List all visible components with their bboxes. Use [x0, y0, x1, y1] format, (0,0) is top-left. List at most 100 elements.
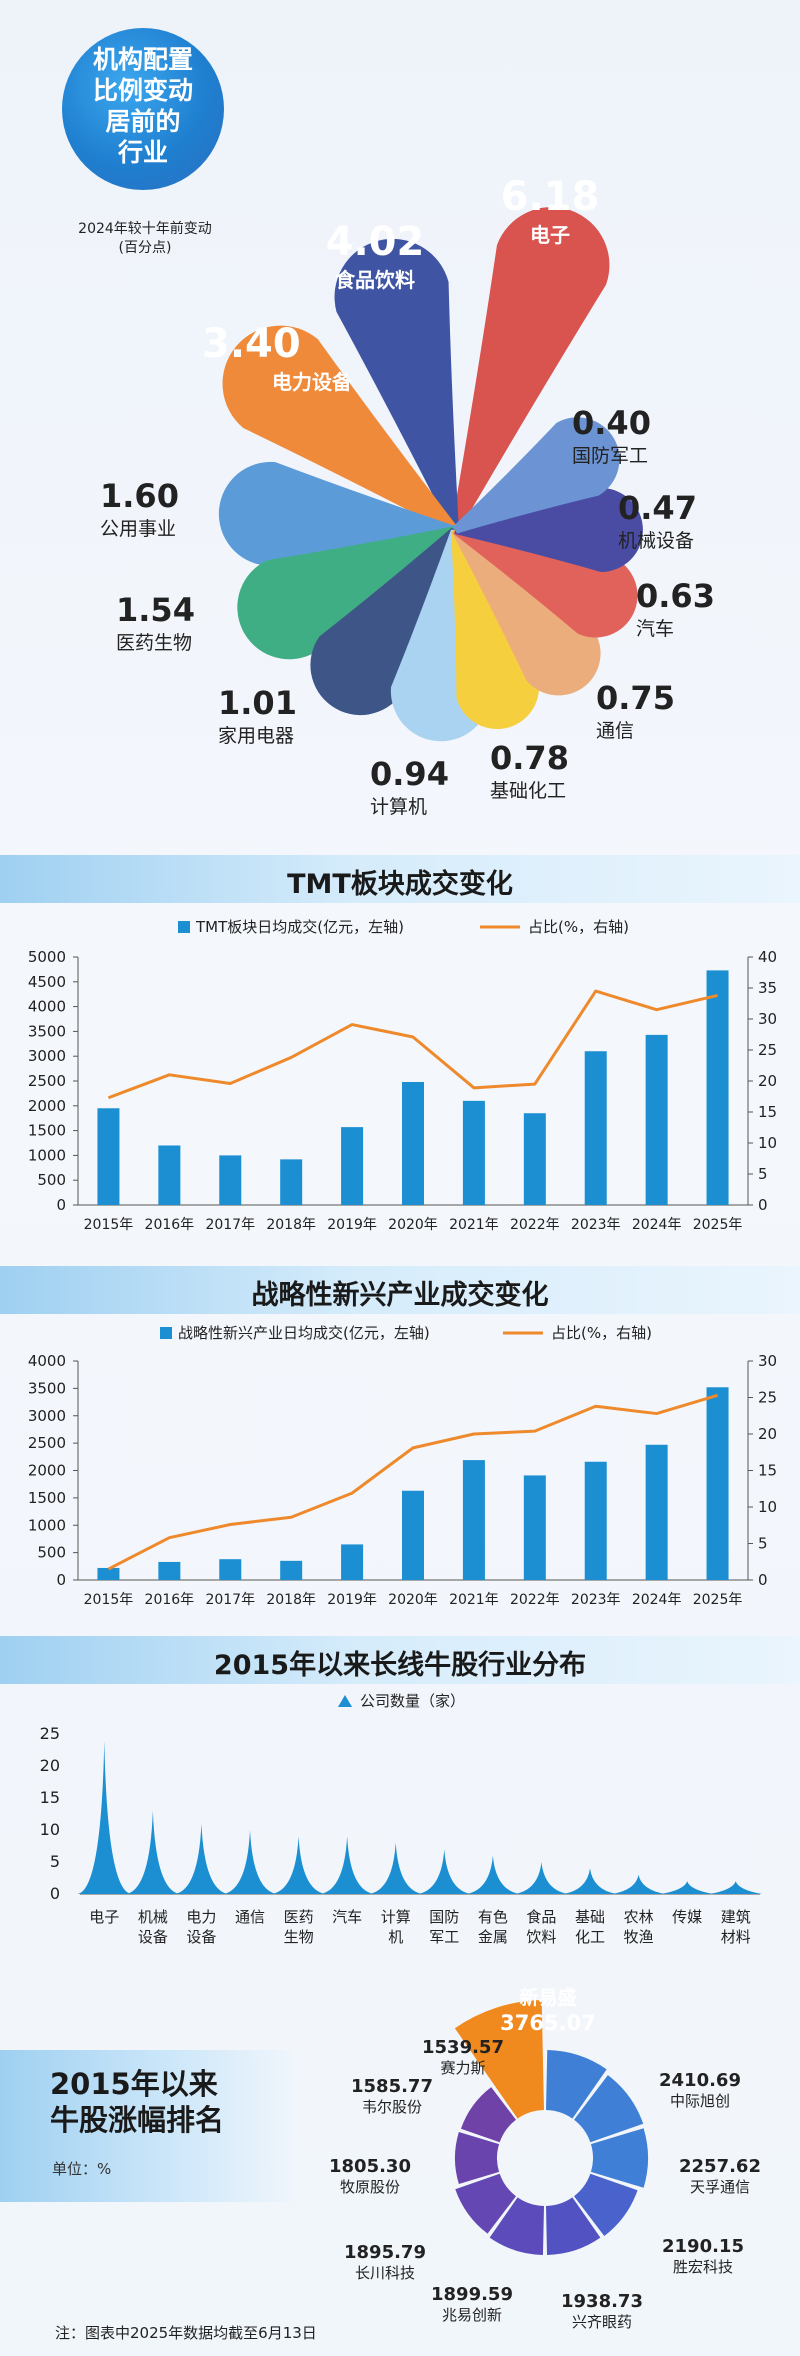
ring-name-label: 中际旭创 — [670, 2092, 730, 2110]
petal-name: 电子 — [530, 223, 570, 247]
x-tick-label: 材料 — [721, 1928, 751, 1946]
ring-name-label: 长川科技 — [355, 2264, 415, 2282]
x-tick-label: 有色 — [478, 1908, 508, 1926]
bar — [158, 1561, 181, 1580]
legend-bar-label: TMT板块日均成交(亿元，左轴) — [195, 918, 404, 936]
ring-segment — [454, 2131, 500, 2185]
bar — [645, 1444, 668, 1580]
ring-value-label: 3765.07 — [500, 2011, 596, 2035]
y-left-tick: 0 — [56, 1196, 66, 1214]
y-right-tick: 0 — [758, 1196, 768, 1214]
bar — [219, 1155, 242, 1205]
x-tick-label: 传媒 — [672, 1908, 702, 1926]
ranking-title: 2015年以来 牛股涨幅排名 — [50, 2066, 224, 2138]
bar — [341, 1544, 364, 1580]
y-left-tick: 5000 — [28, 948, 66, 966]
legend-bar-swatch — [160, 1327, 172, 1339]
bar — [523, 1475, 546, 1580]
y-right-tick: 25 — [758, 1389, 777, 1407]
x-tick-label: 汽车 — [332, 1908, 362, 1926]
x-tick-label: 食品 — [526, 1908, 556, 1926]
header-title-line: 机构配置 — [92, 45, 193, 74]
x-tick-label: 生物 — [284, 1928, 314, 1946]
petal-value: 3.40 — [202, 321, 301, 367]
y-right-tick: 0 — [758, 1571, 768, 1589]
petal-label-jichu: 0.78 基础化工 — [490, 740, 569, 803]
y-tick: 20 — [40, 1756, 60, 1775]
x-tick-label: 2017年 — [205, 1217, 255, 1233]
area-peak — [320, 1836, 374, 1894]
x-tick-label: 2024年 — [632, 1217, 682, 1233]
area-peak — [514, 1862, 569, 1894]
y-left-tick: 2000 — [28, 1462, 66, 1480]
petal-value: 0.63 — [636, 577, 715, 615]
x-tick-label: 2022年 — [510, 1592, 560, 1608]
legend-line-label: 占比(%，右轴) — [528, 918, 629, 936]
y-right-tick: 15 — [758, 1462, 777, 1480]
area-peak — [466, 1855, 520, 1894]
y-right-tick: 35 — [758, 979, 777, 997]
ring-value-label: 2257.62 — [679, 2156, 761, 2177]
y-left-tick: 3500 — [28, 1022, 66, 1040]
petal-4 — [237, 526, 457, 660]
ring-value-label: 1895.79 — [344, 2242, 426, 2263]
subtitle-line: 2024年较十年前变动 — [78, 221, 212, 237]
bar — [97, 1108, 120, 1205]
header-title-line: 居前的 — [105, 107, 181, 136]
ring-segment — [460, 2087, 516, 2143]
petal-label-tongxin: 0.75 通信 — [596, 680, 675, 743]
longbull-title: 2015年以来长线牛股行业分布 — [213, 1650, 587, 1681]
petal-value: 0.75 — [596, 679, 675, 717]
y-left-tick: 4000 — [28, 1352, 66, 1370]
petal-name: 家用电器 — [218, 725, 295, 747]
ring-name-label: 新易盛 — [519, 1986, 576, 2009]
tmt-chart: TMT板块日均成交(亿元，左轴) 占比(%，右轴) 0 500 1000 1500 2000… — [28, 918, 777, 1233]
ring-segment — [546, 2050, 607, 2119]
bar — [462, 1100, 485, 1205]
y-left-tick: 3000 — [28, 1407, 66, 1425]
x-tick-label: 设备 — [138, 1928, 168, 1946]
petal-2 — [222, 325, 458, 534]
ring-segment — [546, 2197, 601, 2255]
x-tick-label: 电子 — [89, 1908, 119, 1926]
petal-value: 1.54 — [116, 591, 195, 629]
bar — [584, 1461, 607, 1580]
y-left-tick: 2500 — [28, 1072, 66, 1090]
y-right-tick: 25 — [758, 1041, 777, 1059]
petal-chart — [218, 207, 643, 742]
x-tick-label: 机械 — [138, 1908, 168, 1926]
ring-value-label: 1899.59 — [431, 2284, 513, 2305]
ring-name-label: 胜宏科技 — [673, 2258, 733, 2276]
bar — [645, 1034, 668, 1205]
x-tick-label: 化工 — [575, 1928, 605, 1946]
y-left-tick: 2000 — [28, 1097, 66, 1115]
petal-name: 医药生物 — [116, 632, 193, 654]
y-right-tick: 30 — [758, 1352, 777, 1370]
x-tick-label: 2019年 — [327, 1592, 377, 1608]
y-right-tick: 10 — [758, 1498, 777, 1516]
x-tick-label: 基础 — [575, 1908, 605, 1926]
bar — [523, 1113, 546, 1205]
ranking-title-line: 2015年以来 — [50, 2067, 218, 2101]
x-tick-label: 2020年 — [388, 1217, 438, 1233]
ranking-title-box — [0, 2050, 300, 2202]
y-left-tick: 4000 — [28, 998, 66, 1016]
ring-name-label: 天孚通信 — [690, 2178, 750, 2196]
petal-5 — [310, 527, 459, 716]
x-tick-label: 2025年 — [693, 1217, 743, 1233]
y-left-tick: 3000 — [28, 1047, 66, 1065]
strategic-chart: 战略性新兴产业日均成交(亿元，左轴) 占比(%，右轴) 0 500 1000 1500 20… — [28, 1324, 777, 1608]
series-line — [107, 989, 718, 1100]
petal-name: 食品饮料 — [335, 268, 415, 292]
area-peak — [417, 1849, 471, 1894]
area-peak — [126, 1810, 180, 1894]
bar — [280, 1560, 303, 1580]
x-tick-label: 机 — [388, 1928, 403, 1946]
strategic-title: 战略性新兴产业成交变化 — [251, 1280, 549, 1311]
y-left-tick: 3500 — [28, 1379, 66, 1397]
ring-value-label: 1585.77 — [351, 2076, 433, 2097]
bar — [219, 1559, 242, 1580]
x-tick-label: 2025年 — [693, 1592, 743, 1608]
x-tick-label: 2016年 — [145, 1217, 195, 1233]
